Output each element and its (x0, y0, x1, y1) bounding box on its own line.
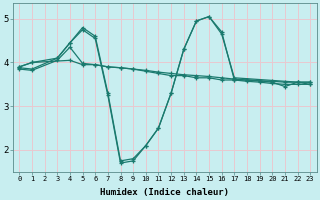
X-axis label: Humidex (Indice chaleur): Humidex (Indice chaleur) (100, 188, 229, 197)
